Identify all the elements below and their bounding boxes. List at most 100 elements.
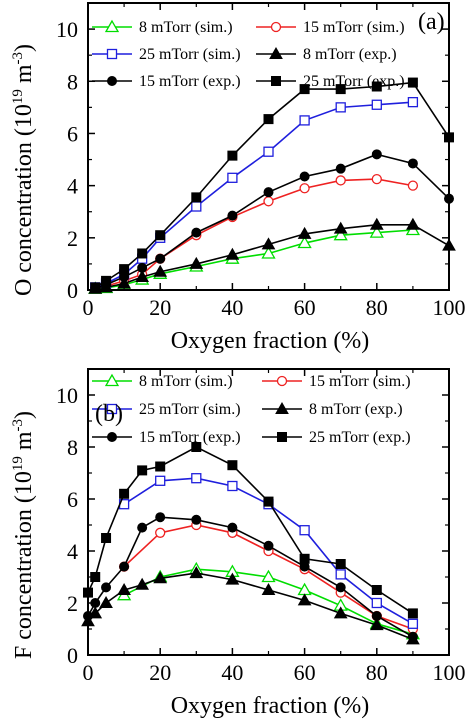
panel-a-x-axis-label: Oxygen fraction (%)	[171, 328, 370, 354]
panel-b-legend-entry: 25 mTorr (exp.)	[262, 429, 411, 446]
panel-b-x-tick-label: 20	[149, 660, 171, 685]
panel-a-data-point	[299, 171, 310, 182]
panel-b-data-point	[119, 488, 130, 499]
panel-b-data-point	[407, 608, 418, 619]
panel-b-data-point	[227, 480, 238, 492]
panel-a-y-axis-label: O concentration (1019 m-3)	[10, 44, 37, 296]
panel-a-marks	[88, 77, 456, 294]
panel-a-legend-entry: 25 mTorr (exp.)	[256, 73, 405, 90]
panel-b-x-axis-label: Oxygen fraction (%)	[171, 693, 370, 719]
panel-a-ylabel-unit-exp: -3	[10, 52, 26, 65]
panel-a-data-point	[261, 246, 276, 259]
panel-a-series-2	[90, 96, 419, 293]
panel-b-legend-label: 8 mTorr (exp.)	[309, 401, 403, 418]
panel-b-y-tick-label: 6	[67, 487, 78, 512]
panel-a-y-tick-label: 0	[67, 278, 78, 303]
panel-b-series-line	[87, 516, 414, 638]
panel-b-marks	[81, 442, 421, 645]
panel-a-data-point	[371, 81, 382, 92]
panel-a-data-point	[155, 230, 166, 241]
panel-a-legend-label: 15 mTorr (exp.)	[139, 73, 241, 90]
panel-b-data-point	[263, 540, 274, 551]
panel-b-data-point	[101, 533, 112, 543]
panel-a-data-point	[299, 183, 310, 194]
panel-a-data-point	[261, 237, 276, 250]
panel-b-legend-entry: 8 mTorr (sim.)	[92, 373, 233, 390]
panel-a-data-point	[263, 146, 274, 157]
panel-b-x-tick-label: 80	[366, 660, 388, 685]
panel-b-legend-entry: 15 mTorr (sim.)	[262, 373, 411, 390]
panel-a-legend-entry: 15 mTorr (exp.)	[92, 73, 241, 90]
panel-b-legend-label: 15 mTorr (exp.)	[139, 429, 241, 446]
panel-b-data-point	[297, 593, 312, 606]
panel-a-data-point	[333, 227, 348, 241]
panel-a-data-point	[299, 115, 310, 126]
panel-b-data-point	[263, 496, 274, 507]
panel-a-legend-marker	[104, 19, 120, 33]
panel-a-data-point	[137, 262, 148, 273]
panel-b-data-point	[261, 569, 276, 583]
panel-a-data-point	[263, 187, 274, 198]
panel-b-data-point	[335, 582, 346, 593]
panel-b-ylabel-unit: m	[11, 431, 37, 456]
panel-b-y-axis-label: F concentration (1019 m-3)	[10, 411, 37, 659]
panel-a-data-point	[227, 150, 238, 161]
panel-a-data-point	[371, 149, 382, 160]
panel-a-data-point	[263, 114, 274, 125]
panel-a-y-tick-label: 2	[67, 226, 78, 251]
panel-a-x-tick-label: 100	[433, 295, 466, 320]
panel-b-y-tick-label: 0	[67, 643, 78, 668]
panel-b-legend-label: 15 mTorr (sim.)	[309, 373, 411, 390]
panel-b-data-point	[225, 572, 240, 585]
panel-a-legend-marker	[270, 21, 282, 33]
panel-a-series-4	[90, 149, 454, 293]
panel-a-ylabel-main: O concentration (10	[11, 104, 37, 296]
panel-b-data-point	[99, 595, 113, 608]
panel-a-ylabel-unit: m	[11, 64, 37, 89]
panel-a-tag: (a)	[418, 9, 445, 35]
panel-b-data-point	[407, 631, 418, 642]
panel-a-data-point	[191, 192, 202, 203]
panel-a-x-tick-label: 60	[294, 295, 316, 320]
panel-a-data-point	[369, 225, 384, 238]
panel-a-series-line	[94, 153, 450, 289]
panel-a-legend-marker	[106, 48, 118, 60]
panel-b-data-point	[227, 522, 238, 533]
panel-b-ylabel-main: F concentration (10	[11, 471, 37, 659]
panel-a-data-point	[191, 201, 202, 212]
panel-a-legend-entry: 15 mTorr (sim.)	[256, 19, 405, 36]
panel-b-data-point	[371, 597, 382, 609]
panel-a-legend-marker	[107, 76, 117, 86]
panel-a-data-point	[335, 163, 346, 174]
panel-a-data-point	[335, 175, 346, 186]
panel-b-legend: 8 mTorr (sim.) 15 mTorr (sim.) 25 mTorr (s…	[92, 373, 411, 446]
panel-b-data-point	[90, 572, 101, 582]
panel-b-data-point	[189, 566, 204, 579]
panel-a-data-point	[335, 84, 346, 95]
panel-b-data-point	[137, 522, 148, 533]
panel-b-data-point	[407, 618, 419, 629]
panel-a-data-point	[225, 247, 240, 260]
panel-b-data-point	[333, 606, 348, 619]
panel-b-data-point	[299, 553, 310, 564]
panel-a-data-point	[297, 226, 312, 239]
panel-a-data-point	[263, 196, 274, 207]
panel-b-ylabel-exp: 19	[10, 456, 26, 471]
panel-a-data-point	[227, 172, 238, 183]
panel-a-data-point	[299, 84, 310, 95]
panel-a-y-tick-label: 8	[67, 69, 78, 94]
panel-b-y-tick-label: 4	[67, 539, 78, 564]
panel-b-ticks: 0 20 40 60 80 100 0 2 4 6 8 10	[56, 368, 466, 685]
panel-b-data-point	[261, 582, 276, 595]
panel-a-data-point	[333, 221, 348, 234]
panel-a-ticks: 0 20 40 60 80 100 0 2 4 6 8 10	[56, 2, 466, 320]
panel-b-data-point	[155, 527, 166, 538]
panel-b-data-point	[117, 582, 131, 595]
panel-b-data-point	[155, 512, 166, 523]
panel-a-ylabel-exp: 19	[10, 89, 26, 104]
panel-a-x-tick-label: 20	[149, 295, 171, 320]
panel-a-legend-label: 8 mTorr (sim.)	[139, 19, 233, 36]
panel-a-legend-marker	[271, 76, 281, 86]
panel-b-x-tick-label: 0	[83, 660, 94, 685]
